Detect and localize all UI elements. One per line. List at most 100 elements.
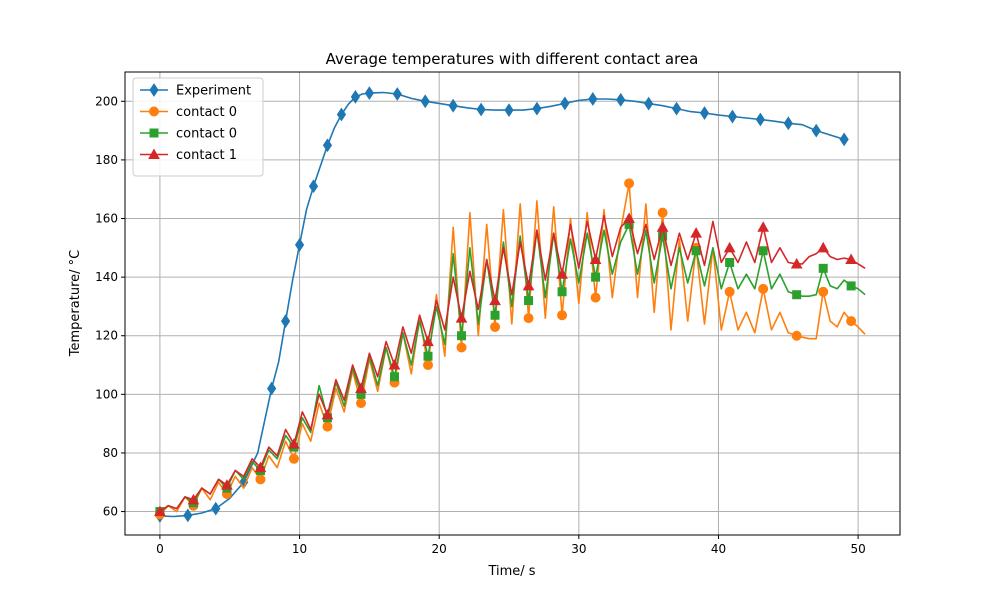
- data-point: [616, 92, 626, 107]
- data-point: [336, 107, 347, 122]
- legend-marker: [149, 83, 159, 97]
- data-point: [392, 87, 402, 101]
- data-point: [288, 453, 299, 464]
- y-tick-label: 180: [95, 153, 118, 167]
- data-point: [490, 321, 501, 332]
- series-1: [154, 178, 866, 520]
- data-point: [280, 314, 291, 328]
- data-point: [723, 241, 736, 253]
- data-point: [423, 351, 433, 361]
- data-point: [422, 335, 434, 347]
- data-point: [183, 508, 193, 523]
- x-tick-label: 10: [292, 542, 307, 556]
- data-point: [727, 109, 738, 124]
- series-layer: [154, 86, 866, 523]
- data-point: [792, 290, 802, 300]
- data-point: [817, 241, 830, 253]
- legend-box: [132, 77, 264, 177]
- data-point: [590, 292, 601, 303]
- data-point: [783, 116, 793, 131]
- data-point: [350, 90, 361, 104]
- data-point: [455, 312, 468, 323]
- data-point: [457, 331, 467, 341]
- legend-label: contact 0: [176, 105, 237, 120]
- data-point: [818, 263, 828, 273]
- y-tick-label: 140: [95, 270, 118, 284]
- data-point: [757, 221, 770, 232]
- data-point: [364, 86, 374, 101]
- data-point: [294, 237, 305, 252]
- data-point: [724, 286, 735, 297]
- data-point: [448, 98, 458, 113]
- grid: [125, 72, 900, 535]
- data-point: [624, 178, 635, 189]
- data-point: [489, 294, 501, 306]
- data-point: [355, 382, 367, 393]
- legend: Experiment contact 0 contact 0 contact 1: [132, 77, 264, 177]
- series-3: [154, 212, 866, 517]
- data-point: [811, 123, 821, 138]
- data-point: [758, 246, 768, 256]
- data-point: [288, 438, 300, 449]
- y-tick-label: 200: [95, 94, 118, 108]
- data-point: [656, 221, 669, 232]
- data-point: [476, 102, 486, 117]
- data-point: [154, 505, 166, 517]
- series-line: [159, 223, 866, 513]
- data-point: [845, 253, 857, 265]
- axis-ticks: 0 10 20 30 40 50 60 80 100 120 140 160 180 200: [95, 94, 866, 556]
- data-point: [589, 253, 602, 265]
- data-point: [591, 272, 601, 282]
- data-point: [254, 461, 267, 473]
- chart-title: Average temperatures with different cont…: [326, 50, 699, 68]
- legend-marker: [149, 106, 159, 117]
- data-point: [699, 106, 710, 120]
- data-point: [321, 408, 334, 420]
- data-point: [556, 268, 568, 279]
- data-point: [522, 279, 535, 291]
- data-point: [557, 287, 567, 297]
- data-point: [322, 421, 333, 432]
- data-point: [355, 398, 366, 409]
- data-point: [846, 316, 857, 327]
- legend-marker: [149, 128, 159, 138]
- y-tick-label: 80: [103, 446, 118, 460]
- y-tick-label: 120: [95, 329, 118, 343]
- legend-label: Experiment: [176, 84, 251, 99]
- data-point: [690, 227, 702, 238]
- plot-frame: [124, 71, 901, 536]
- series-2: [155, 219, 866, 517]
- data-point: [456, 342, 467, 353]
- legend-label: contact 1: [176, 148, 237, 163]
- data-point: [322, 138, 333, 153]
- data-point: [532, 101, 542, 116]
- data-point: [818, 286, 829, 297]
- data-point: [588, 92, 598, 106]
- data-point: [790, 257, 803, 269]
- y-tick-label: 60: [103, 505, 118, 519]
- x-tick-label: 30: [571, 542, 586, 556]
- data-point: [523, 313, 534, 324]
- data-point: [671, 101, 682, 116]
- data-point: [623, 212, 635, 224]
- data-point: [308, 179, 319, 194]
- data-point: [839, 132, 849, 147]
- data-point: [490, 310, 500, 320]
- legend-label: contact 0: [176, 127, 237, 142]
- data-point: [758, 283, 769, 294]
- y-tick-label: 100: [95, 387, 118, 401]
- series-line: [159, 214, 866, 513]
- x-tick-label: 0: [156, 542, 164, 556]
- data-point: [255, 474, 266, 485]
- data-point: [390, 372, 400, 382]
- x-tick-label: 50: [850, 542, 865, 556]
- x-axis-label: Time/ s: [487, 564, 535, 579]
- data-point: [211, 501, 221, 516]
- x-tick-label: 20: [432, 542, 447, 556]
- data-point: [504, 103, 514, 117]
- data-point: [524, 296, 534, 306]
- data-point: [657, 207, 668, 218]
- data-point: [267, 381, 277, 396]
- y-axis-label: Temperature/ °C: [68, 250, 83, 357]
